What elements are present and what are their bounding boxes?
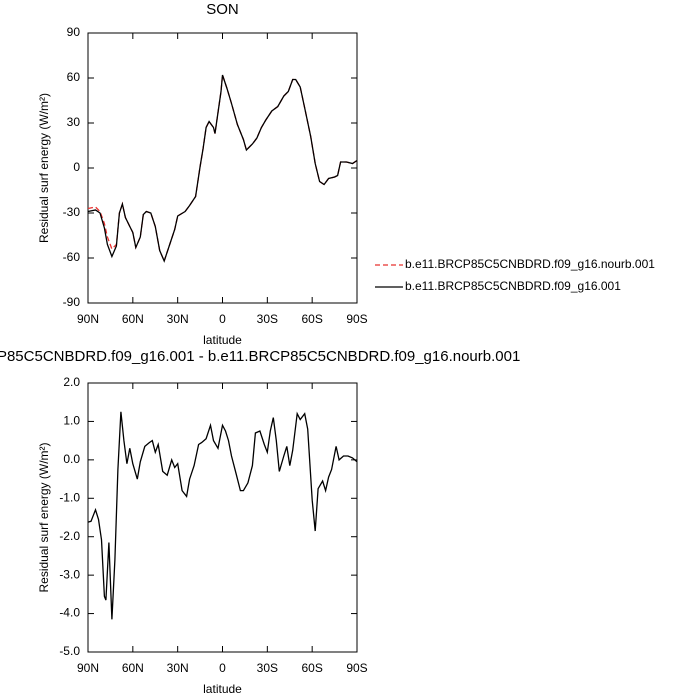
x-tick-label: 60S — [301, 312, 322, 326]
x-tick-label: 60N — [122, 312, 144, 326]
series-line — [87, 411, 358, 620]
x-tick-label: 90S — [346, 661, 367, 675]
x-tick-label: 90N — [77, 661, 99, 675]
x-tick-label: 30S — [257, 312, 278, 326]
y-tick-label: 1.0 — [63, 414, 80, 428]
y-tick-label: -60 — [63, 250, 81, 264]
x-tick-label: 30N — [167, 661, 189, 675]
x-tick-label: 90N — [77, 312, 99, 326]
y-tick-label: 0 — [73, 160, 80, 174]
x-tick-label: 60N — [122, 661, 144, 675]
y-tick-label: 2.0 — [63, 375, 80, 389]
x-tick-label: 60S — [301, 661, 322, 675]
x-tick-label: 90S — [346, 312, 367, 326]
y-tick-label: -30 — [63, 205, 81, 219]
legend-label: b.e11.BRCP85C5CNBDRD.f09_g16.001 — [405, 279, 621, 293]
y-tick-label: 30 — [67, 115, 81, 129]
legend-label: b.e11.BRCP85C5CNBDRD.f09_g16.nourb.001 — [405, 257, 655, 271]
y-tick-label: -4.0 — [59, 606, 80, 620]
y-tick-label: -90 — [63, 295, 81, 309]
x-axis-label: latitude — [203, 682, 242, 696]
y-tick-label: -5.0 — [59, 644, 80, 658]
series-line — [87, 74, 358, 263]
x-tick-label: 0 — [219, 312, 226, 326]
y-tick-label: -3.0 — [59, 567, 80, 581]
y-tick-label: -2.0 — [59, 529, 80, 543]
x-axis-label: latitude — [203, 333, 242, 347]
y-axis-label: Residual surf energy (W/m²) — [37, 442, 51, 592]
chart-title: SON — [206, 1, 239, 18]
chart-title: b.e11.BRCP85C5CNBDRD.f09_g16.001 - b.e11… — [0, 348, 520, 365]
y-axis-label: Residual surf energy (W/m²) — [37, 93, 51, 243]
y-tick-label: 90 — [67, 25, 81, 39]
x-tick-label: 0 — [219, 661, 226, 675]
y-tick-label: 60 — [67, 70, 81, 84]
y-tick-label: -1.0 — [59, 490, 80, 504]
x-tick-label: 30N — [167, 312, 189, 326]
x-tick-label: 30S — [257, 661, 278, 675]
y-tick-label: 0.0 — [63, 452, 80, 466]
